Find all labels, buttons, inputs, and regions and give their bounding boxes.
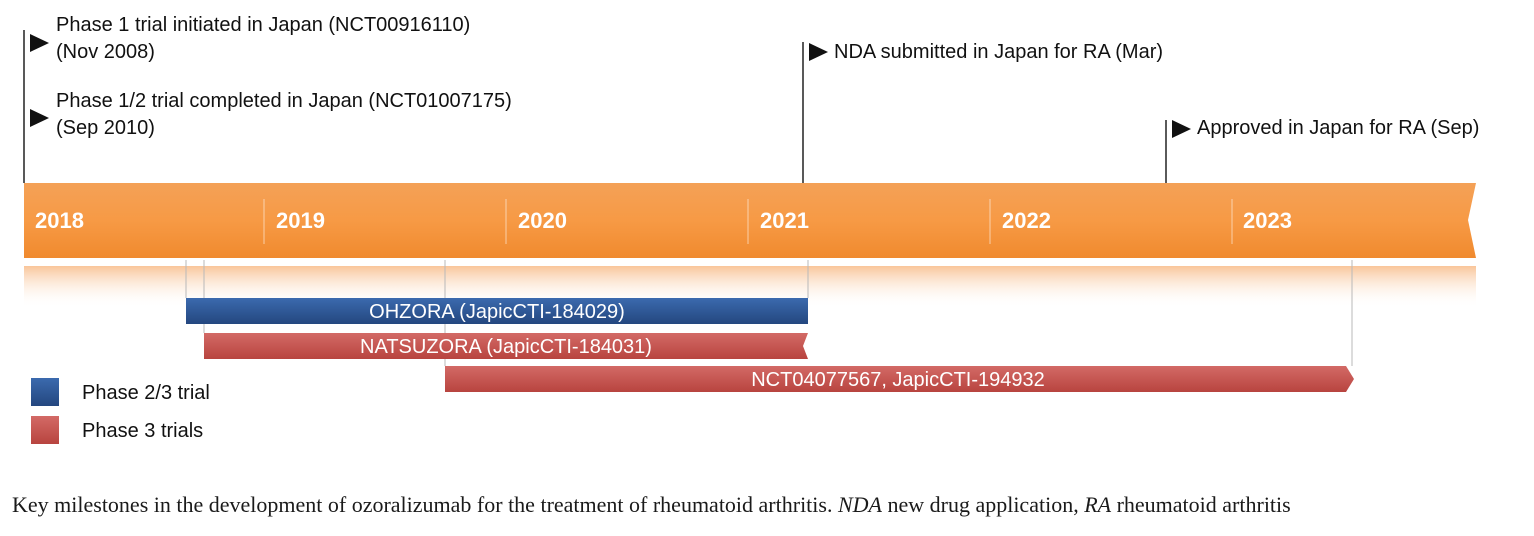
milestone-phase1-title: Phase 1 trial initiated in Japan (NCT009…: [56, 14, 470, 36]
trial-label-natsuzora: NATSUZORA (JapicCTI-184031): [360, 336, 652, 358]
figure-caption: Key milestones in the development of ozo…: [12, 492, 1291, 518]
trial-label-nct04077567: NCT04077567, JapicCTI-194932: [751, 369, 1045, 391]
caption-text: new drug application,: [881, 492, 1085, 517]
year-label-2018: 2018: [35, 208, 84, 233]
caption-abbr-ra: RA: [1084, 492, 1112, 517]
flag-icon: [809, 43, 828, 61]
milestone-phase1-date: (Nov 2008): [56, 41, 155, 63]
flag-icon: [30, 34, 49, 52]
trial-bar-ohzora: [186, 298, 808, 324]
year-label-2021: 2021: [760, 208, 809, 233]
year-label-2019: 2019: [276, 208, 325, 233]
caption-text: rheumatoid arthritis: [1111, 492, 1291, 517]
caption-text: Key milestones in the development of ozo…: [12, 492, 838, 517]
legend-swatch-phase3: [31, 416, 59, 444]
milestone-nda: NDA submitted in Japan for RA (Mar): [834, 41, 1163, 63]
trial-bar-nct04077567: [445, 366, 1354, 392]
milestone-phase12-title: Phase 1/2 trial completed in Japan (NCT0…: [56, 90, 512, 112]
milestone-approval: Approved in Japan for RA (Sep): [1197, 117, 1479, 139]
milestone-phase12-date: (Sep 2010): [56, 117, 155, 139]
year-label-2023: 2023: [1243, 208, 1292, 233]
caption-abbr-nda: NDA: [837, 492, 882, 517]
flag-icon: [1172, 120, 1191, 138]
year-label-2020: 2020: [518, 208, 567, 233]
legend-label-phase3: Phase 3 trials: [82, 420, 203, 442]
timeline-bar: [24, 183, 1476, 258]
legend-swatch-phase23: [31, 378, 59, 406]
flag-icon: [30, 109, 49, 127]
trial-bar-natsuzora: [204, 333, 808, 359]
legend-label-phase23: Phase 2/3 trial: [82, 382, 210, 404]
trial-label-ohzora: OHZORA (JapicCTI-184029): [369, 301, 625, 323]
year-divider-group: [263, 199, 1233, 244]
year-label-2022: 2022: [1002, 208, 1051, 233]
